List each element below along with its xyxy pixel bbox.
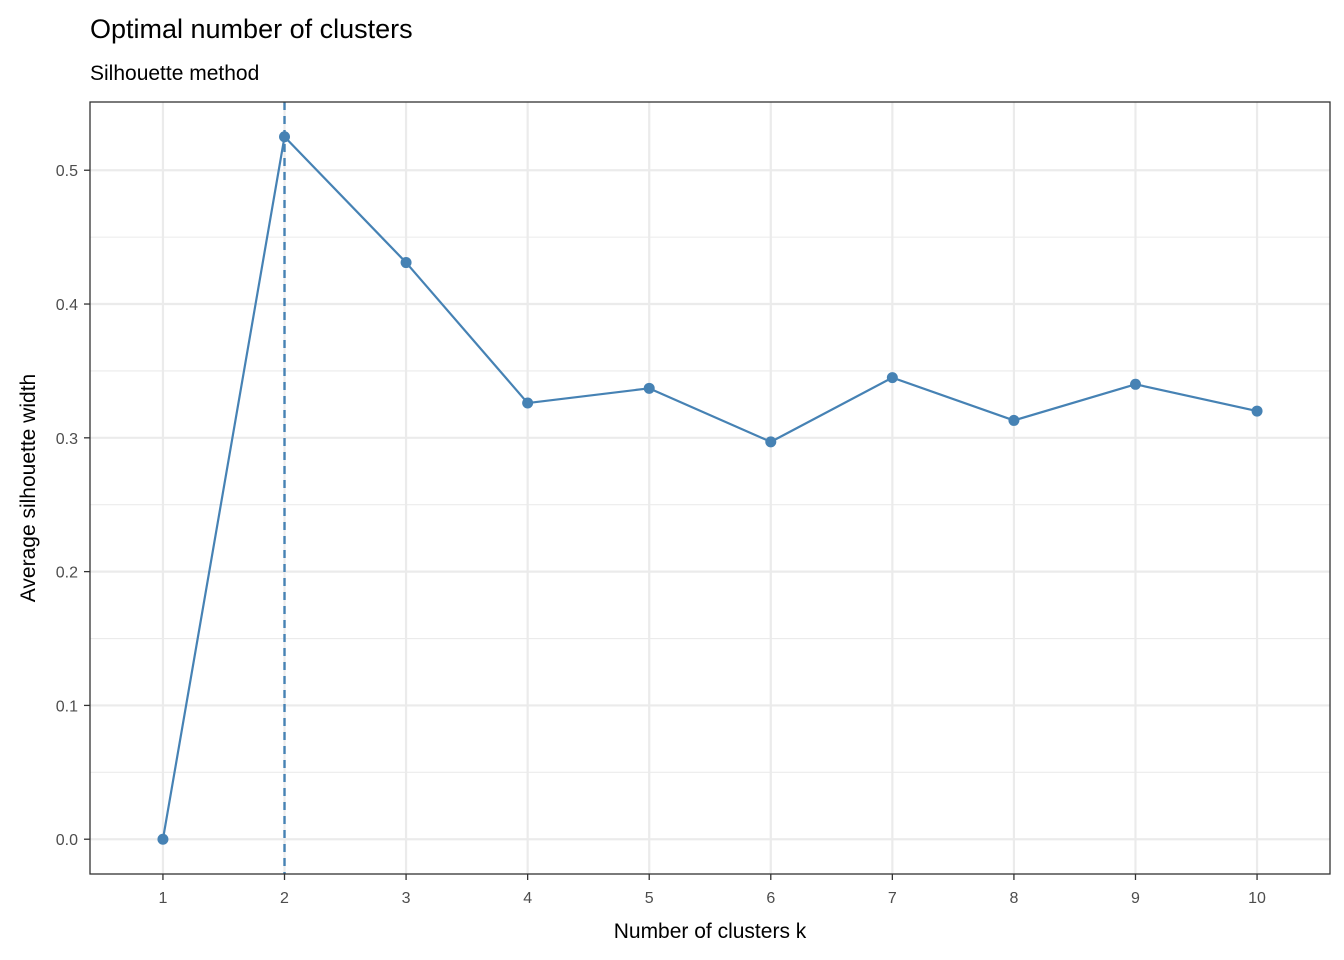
data-point (400, 257, 412, 269)
axes: 1 2 3 4 5 6 7 8 9 10 0.0 0.1 0.2 0.3 0.4 0.5 (56, 163, 1266, 907)
grid (90, 102, 1330, 874)
y-tick-label: 0.5 (56, 163, 78, 180)
y-axis-title: Average silhouette width (17, 374, 40, 602)
x-tick-label: 6 (766, 890, 775, 907)
y-tick-label: 0.0 (56, 832, 78, 849)
data-point (157, 833, 169, 845)
data-point (1251, 405, 1263, 417)
data-point (886, 372, 898, 384)
series-line (161, 135, 1258, 840)
x-tick-label: 3 (402, 890, 411, 907)
chart-subtitle: Silhouette method (90, 62, 259, 85)
data-point (279, 131, 291, 143)
x-axis-title: Number of clusters k (614, 920, 807, 943)
x-tick-label: 7 (888, 890, 897, 907)
panel-border (89, 101, 1331, 875)
x-tick-label: 9 (1131, 890, 1140, 907)
x-tick-label: 5 (645, 890, 654, 907)
data-point (1008, 414, 1020, 426)
x-tick-label: 4 (523, 890, 532, 907)
x-tick-label: 1 (158, 890, 167, 907)
x-tick-label: 2 (280, 890, 289, 907)
data-point (643, 382, 655, 394)
chart-title: Optimal number of clusters (90, 14, 413, 44)
y-tick-label: 0.2 (56, 565, 78, 582)
x-tick-label: 10 (1248, 890, 1266, 907)
series-layer (157, 131, 1263, 845)
x-tick-label: 8 (1009, 890, 1018, 907)
y-tick-label: 0.4 (56, 297, 78, 314)
y-tick-label: 0.1 (56, 698, 78, 715)
data-point (522, 397, 534, 409)
data-point (765, 436, 777, 448)
data-point (1129, 378, 1141, 390)
y-tick-label: 0.3 (56, 431, 78, 448)
